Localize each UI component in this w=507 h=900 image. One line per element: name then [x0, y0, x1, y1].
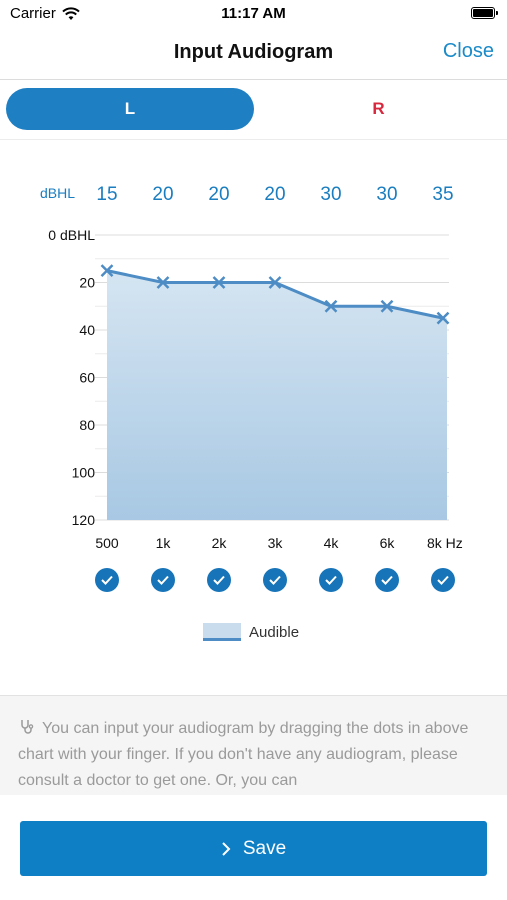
checkmark-icon: [101, 575, 113, 585]
checkmark-icon: [325, 575, 337, 585]
audible-area: [107, 270, 447, 520]
info-panel: You can input your audiogram by dragging…: [0, 695, 507, 795]
checkmark-icon: [213, 575, 225, 585]
check-circle-icon[interactable]: [95, 568, 119, 592]
save-area: Save: [0, 796, 507, 900]
save-label: Save: [242, 837, 287, 859]
info-text: You can input your audiogram by dragging…: [18, 720, 469, 789]
y-tick-label: 60: [79, 370, 95, 386]
checkmark-icon: [381, 575, 393, 585]
x-tick-label: 500: [95, 535, 119, 551]
legend-label: Audible: [249, 623, 300, 641]
value-label: 20: [208, 184, 229, 205]
check-circle-icon[interactable]: [431, 568, 455, 592]
chart-legend: Audible: [203, 623, 299, 641]
right-ear-tab[interactable]: R: [372, 99, 385, 118]
battery-icon: [471, 7, 498, 19]
dbhl-row-label: dBHL: [40, 185, 75, 201]
value-label: 35: [432, 184, 453, 205]
nav-bar: Input Audiogram Close: [0, 28, 507, 80]
x-tick-label: 4k: [324, 535, 340, 551]
threshold-marker[interactable]: [436, 311, 450, 325]
x-tick-label: 1k: [156, 535, 172, 551]
check-circle-icon[interactable]: [319, 568, 343, 592]
save-button[interactable]: Save: [20, 821, 487, 876]
threshold-marker[interactable]: [212, 276, 226, 289]
y-tick-label: 40: [79, 322, 95, 338]
chevron-right-icon: [222, 841, 231, 856]
checkmark-icon: [157, 575, 169, 585]
carrier-label: Carrier: [10, 5, 56, 22]
value-label: 30: [376, 184, 397, 205]
wifi-icon: [62, 6, 80, 20]
x-tick-label: 6k: [380, 535, 396, 551]
threshold-marker[interactable]: [156, 276, 170, 289]
page-title: Input Audiogram: [173, 41, 334, 63]
close-button[interactable]: Close: [442, 40, 494, 62]
value-label: 30: [320, 184, 341, 205]
value-label: 15: [96, 184, 117, 205]
threshold-marker[interactable]: [324, 299, 338, 313]
threshold-marker[interactable]: [100, 264, 114, 278]
threshold-marker[interactable]: [380, 299, 394, 313]
status-bar: Carrier 11:17 AM: [0, 0, 507, 28]
value-label: 20: [264, 184, 285, 205]
x-tick-label: 8k Hz: [427, 535, 463, 551]
x-tick-label: 3k: [268, 535, 284, 551]
check-circle-icon[interactable]: [263, 568, 287, 592]
y-tick-label: 80: [79, 417, 95, 433]
left-ear-tab[interactable]: L: [6, 88, 254, 130]
audiogram-chart: dBHL 15 20 20 20 30 30 35 0 dBHL 20 40 60 80 100 120 50…: [0, 140, 507, 695]
checkmark-icon: [437, 575, 449, 585]
value-label: 20: [152, 184, 173, 205]
stethoscope-icon: [21, 720, 34, 734]
check-circle-icon[interactable]: [207, 568, 231, 592]
y-tick-label: 100: [72, 465, 96, 481]
checkmark-icon: [269, 575, 281, 585]
status-left: Carrier: [10, 5, 80, 22]
check-circle-icon[interactable]: [151, 568, 175, 592]
y-tick-label: 0 dBHL: [48, 227, 95, 243]
check-circle-icon[interactable]: [375, 568, 399, 592]
legend-swatch: [203, 623, 241, 641]
x-tick-label: 2k: [212, 535, 228, 551]
y-tick-label: 120: [72, 512, 96, 528]
status-time: 11:17 AM: [221, 5, 286, 22]
audiogram-svg: dBHL 15 20 20 20 30 30 35 0 dBHL 20 40 60 80 100 120 50…: [40, 184, 463, 592]
y-tick-label: 20: [79, 275, 95, 291]
ear-segmented-control: L R: [0, 80, 507, 140]
threshold-marker[interactable]: [268, 276, 282, 289]
